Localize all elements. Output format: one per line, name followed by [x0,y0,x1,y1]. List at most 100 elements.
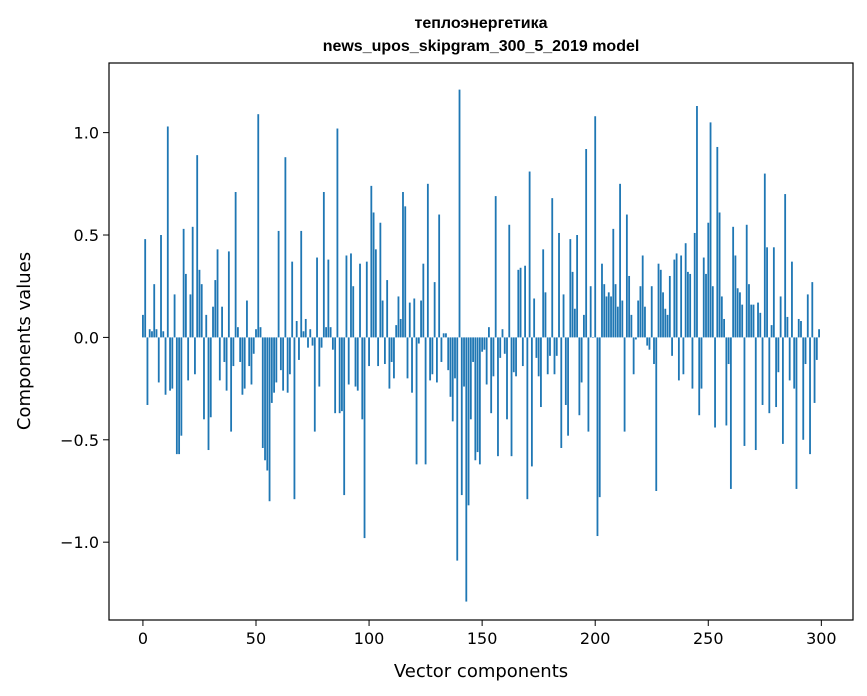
bar [456,337,459,561]
bar [628,275,631,338]
bar [592,337,594,338]
bar [596,337,599,537]
bar [153,284,156,338]
bar [784,194,787,338]
bar [390,337,393,362]
y-axis-label: Components values [14,252,35,430]
bar [741,304,744,338]
bar [273,337,275,393]
bar [723,318,726,338]
bar [178,337,181,455]
bar [766,247,768,338]
bar [558,232,560,338]
bar [639,286,642,338]
bar [259,327,262,338]
bar [237,327,239,338]
bar [687,271,689,338]
bar [187,337,190,381]
bar [205,314,208,338]
bar [809,337,811,455]
bar [806,294,809,338]
bar [714,337,716,428]
bar [675,253,678,338]
bar [793,337,796,389]
bar [345,255,348,338]
bar [535,337,538,358]
bar [569,239,572,338]
bar [526,337,529,500]
bar [454,337,456,379]
bar [393,337,395,379]
bar [732,226,735,338]
bar [562,294,565,338]
bar [189,294,192,338]
y-axis-ticks: −1.0 −0.5 0.0 0.5 1.0 [60,124,109,552]
bar [734,255,737,338]
bar [449,337,452,397]
bar [146,337,149,405]
bar [474,337,477,461]
bar [718,212,721,338]
chart-subtitle: news_upos_skipgram_300_5_2019 model [323,38,640,55]
y-tick-label: −1.0 [60,533,99,552]
bar [157,337,160,383]
bar [279,337,282,371]
bar [166,126,169,338]
bar [275,337,278,383]
bar [295,321,298,338]
bar [571,271,574,338]
bar [214,280,217,338]
bar [781,337,784,444]
bar [368,337,370,367]
bar [266,337,269,471]
bar [612,228,615,338]
bar [327,259,330,338]
bar [411,337,413,393]
bar [601,263,603,338]
bar [250,337,253,385]
bar [779,296,782,338]
bar [555,337,558,356]
bar [198,269,201,338]
bar [223,337,226,362]
bar [196,155,199,338]
bar [625,214,628,338]
bar [752,304,755,338]
bar [811,282,814,338]
bar [343,337,346,496]
y-tick-label: −0.5 [60,431,99,450]
bar [173,294,176,338]
bar [605,296,608,338]
bar [754,337,757,451]
bar [589,286,592,338]
bar [261,337,264,448]
y-tick-label: 1.0 [74,124,99,143]
bar [578,337,581,416]
bar [160,235,162,338]
bar [460,337,463,496]
bar [286,337,289,393]
bar [653,337,655,365]
x-tick-label: 250 [693,629,724,648]
bar [325,327,327,338]
bar [662,292,664,338]
chart-title: теплоэнергетика [414,15,547,32]
bar [291,261,294,338]
bar [341,337,343,412]
bar [151,331,153,338]
bar [508,224,511,338]
bar [284,157,287,338]
bar [426,183,429,338]
bar [246,300,248,338]
bar [442,333,445,338]
bar [524,265,526,338]
bar [510,337,513,457]
bar [551,198,554,338]
bar [630,314,633,338]
bar [227,251,230,338]
bar [485,337,488,385]
bar [544,292,547,338]
bar [641,255,644,338]
